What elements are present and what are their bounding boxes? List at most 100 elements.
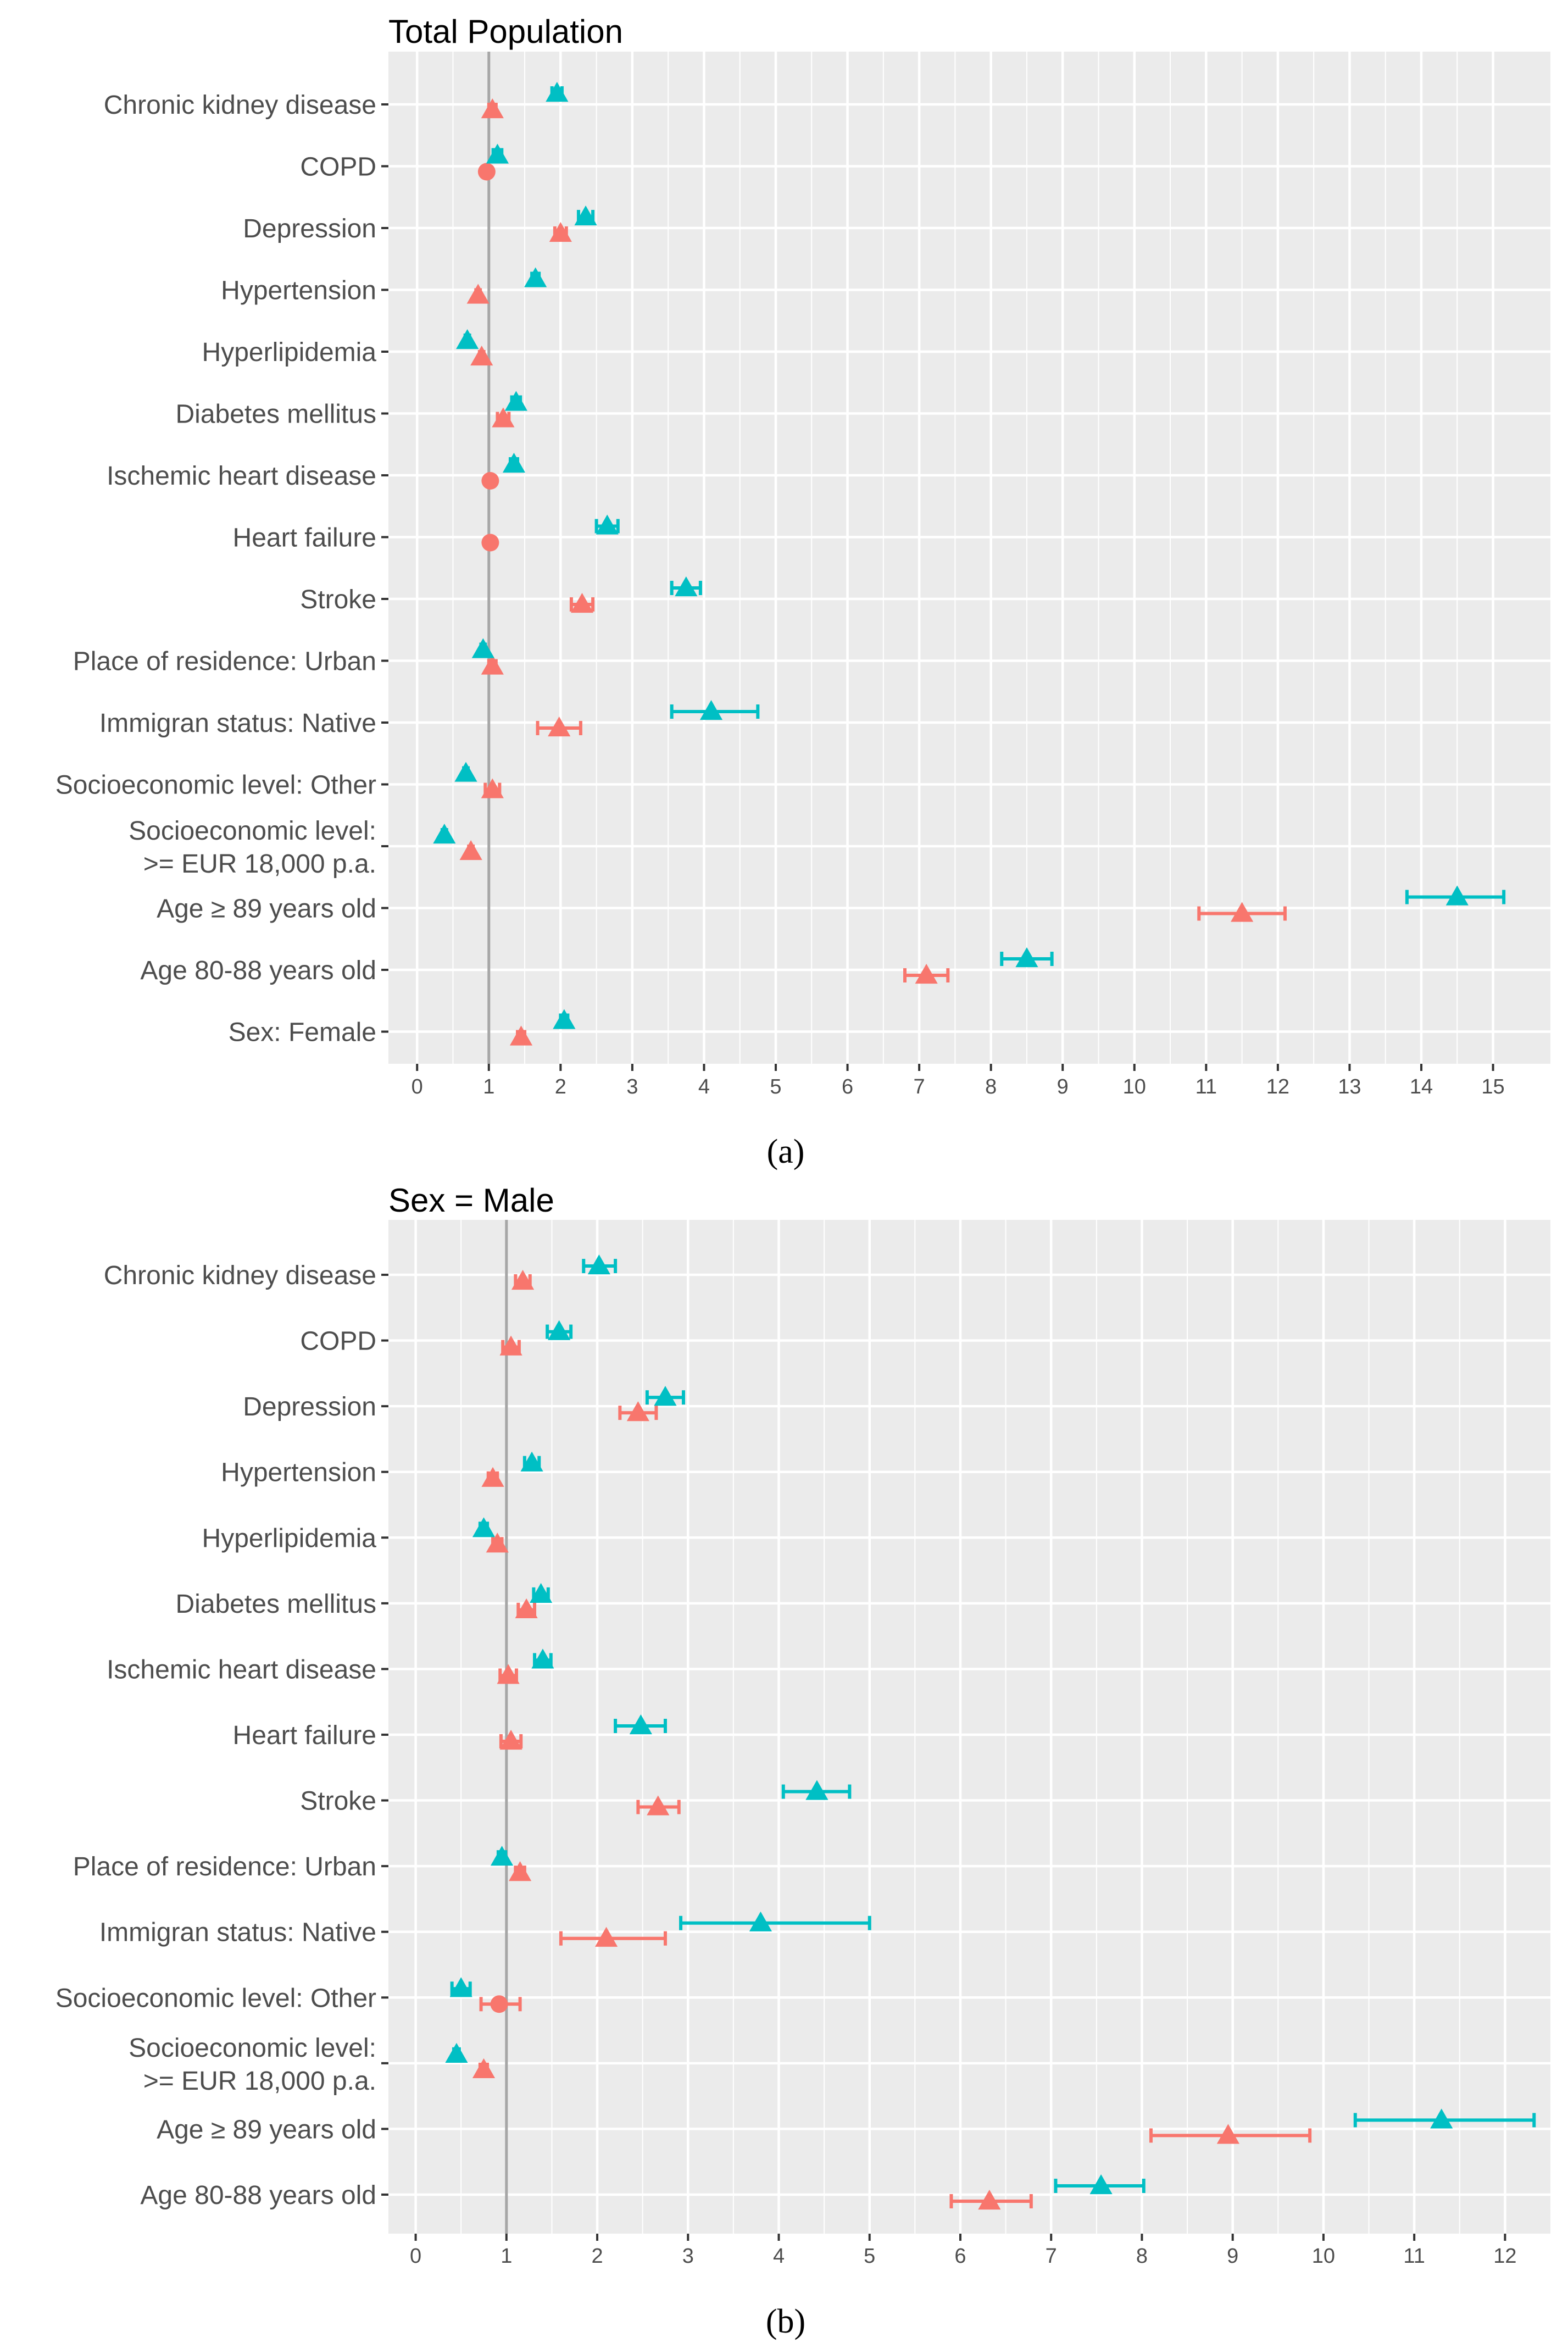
point-marker-teal [1445,885,1469,906]
point-marker-red [490,1995,508,2013]
point-marker-red [472,2058,496,2078]
point-marker-red [481,778,504,798]
point-marker-teal [449,1977,472,1997]
y-tick-label: >= EUR 18,000 p.a. [143,850,376,879]
point-marker-red [497,1664,520,1684]
plot-background [388,1220,1550,2234]
point-marker-red [481,472,499,490]
y-tick-label: Sex: Female [229,1018,376,1047]
y-tick-label: Depression [243,214,376,243]
x-tick-label: 2 [591,2245,603,2268]
y-tick-label: Place of residence: Urban [73,647,376,676]
x-tick-label: 13 [1338,1075,1361,1098]
x-tick-label: 8 [985,1075,997,1098]
point-marker-teal [472,1517,496,1537]
x-tick-label: 10 [1312,2245,1335,2268]
point-marker-red [509,1861,532,1881]
point-marker-red [499,1335,522,1356]
y-tick-label: Hypertension [221,1458,376,1487]
point-marker-red [477,163,496,181]
y-tick-label: Diabetes mellitus [176,1590,376,1619]
y-tick-label: Place of residence: Urban [73,1852,376,1881]
point-marker-teal [596,514,619,535]
point-marker-teal [699,700,723,720]
x-tick-label: 7 [1046,2245,1057,2268]
panel-caption: (b) [766,2303,805,2340]
y-tick-label: Heart failure [233,1721,376,1750]
point-marker-red [499,1729,522,1750]
point-marker-teal [454,762,477,782]
point-marker-teal [433,824,456,844]
point-marker-red [647,1795,670,1815]
y-tick-label: Socioeconomic level: [129,2034,376,2063]
point-marker-red [548,717,571,737]
point-marker-teal [749,1911,772,1931]
y-tick-label: Socioeconomic level: [129,817,376,846]
point-marker-teal [587,1254,610,1275]
x-tick-label: 8 [1136,2245,1148,2268]
x-tick-label: 9 [1057,1075,1069,1098]
x-tick-label: 0 [410,2245,421,2268]
y-tick-label: Hypertension [221,276,376,306]
point-marker-teal [574,206,597,226]
y-tick-label: Stroke [300,1787,376,1816]
x-tick-label: 11 [1196,1075,1217,1098]
y-tick-label: COPD [300,153,376,182]
point-marker-teal [1015,947,1038,968]
x-tick-label: 1 [501,2245,512,2268]
point-marker-teal [553,1009,576,1029]
point-marker-teal [1089,2174,1113,2195]
point-marker-teal [504,391,527,411]
y-tick-label: Ischemic heart disease [107,462,376,491]
point-marker-teal [675,576,698,597]
point-marker-teal [445,2042,468,2063]
point-marker-red [481,98,504,119]
x-tick-label: 11 [1403,2245,1425,2268]
x-tick-label: 9 [1227,2245,1238,2268]
point-marker-red [915,964,938,984]
y-tick-label: Chronic kidney disease [104,1261,376,1290]
y-tick-label: Age 80-88 years old [140,2181,376,2210]
point-marker-teal [502,453,526,473]
y-tick-label: Hyperlipidemia [202,338,377,367]
point-marker-red [492,407,515,427]
point-marker-teal [548,1320,571,1340]
x-tick-label: 15 [1481,1075,1504,1098]
y-tick-label: Immigran status: Native [99,709,376,738]
y-tick-label: Socioeconomic level: Other [55,771,376,800]
x-tick-label: 3 [682,2245,694,2268]
point-marker-teal [486,143,509,164]
point-marker-teal [490,1846,514,1866]
chart-title: Sex = Male [388,1182,554,1219]
x-tick-label: 3 [626,1075,638,1098]
point-marker-red [626,1401,649,1422]
point-marker-red [511,1270,535,1290]
point-marker-teal [546,82,569,102]
point-marker-teal [456,329,479,349]
point-marker-teal [524,267,547,287]
y-tick-label: Diabetes mellitus [176,400,376,429]
y-tick-label: Chronic kidney disease [104,91,376,120]
panel-b: Sex = Male Chronic kidney disease COPD Depr… [55,1182,1550,2340]
x-tick-label: 4 [698,1075,710,1098]
panel-caption: (a) [767,1133,805,1170]
x-tick-label: 5 [864,2245,875,2268]
point-marker-teal [654,1386,677,1406]
point-marker-teal [520,1451,543,1472]
y-tick-label: Hyperlipidemia [202,1524,377,1553]
x-tick-label: 1 [483,1075,494,1098]
point-marker-red [594,1926,618,1947]
x-tick-label: 6 [842,1075,853,1098]
point-marker-teal [531,1648,554,1669]
point-marker-teal [471,638,494,658]
point-marker-teal [805,1780,829,1800]
point-marker-red [481,1467,504,1487]
chart-title: Total Population [388,13,623,50]
x-tick-label: 7 [914,1075,925,1098]
y-tick-label: Stroke [300,585,376,614]
point-marker-red [486,1533,509,1553]
point-marker-red [481,534,499,552]
panel-a: Total Population Chronic kidney disease CO… [55,13,1550,1170]
y-tick-label: Age ≥ 89 years old [157,2115,376,2144]
y-tick-label: Ischemic heart disease [107,1655,376,1684]
